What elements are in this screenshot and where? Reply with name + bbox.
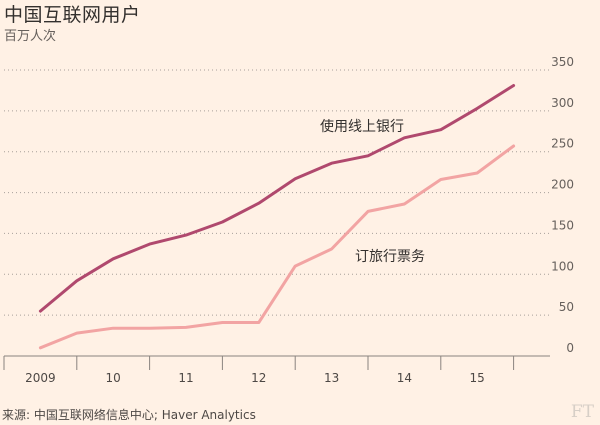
series-label-1: 订旅行票务 [355, 249, 425, 265]
series-line-0 [38, 84, 516, 313]
y-tick-label-300: 300 [551, 96, 574, 110]
series-label-0: 使用线上银行 [320, 118, 404, 135]
y-tick-label-250: 250 [551, 137, 574, 151]
x-tick-label-2009: 2009 [25, 371, 56, 385]
x-tick-label-12: 12 [251, 371, 266, 385]
x-tick-label-14: 14 [397, 371, 412, 385]
y-tick-label-0: 0 [566, 341, 574, 355]
y-tick-label-150: 150 [551, 218, 574, 232]
y-tick-label-350: 350 [551, 55, 574, 69]
y-tick-label-50: 50 [559, 300, 574, 314]
y-axis-labels: 0 50 100 150 200 250 300 350 [551, 55, 574, 355]
series-lines [38, 84, 516, 350]
x-tick-label-10: 10 [106, 371, 121, 385]
chart-subtitle: 百万人次 [4, 29, 57, 44]
chart-title: 中国互联网用户 [4, 4, 141, 26]
y-tick-label-100: 100 [551, 259, 574, 273]
x-tick-label-13: 13 [324, 371, 339, 385]
ft-logo: FT [570, 402, 594, 422]
x-tick-label-15: 15 [470, 371, 485, 385]
x-axis: 2009 10 11 12 13 14 15 [3, 355, 550, 385]
x-tick-label-11: 11 [178, 371, 193, 385]
y-tick-label-200: 200 [551, 178, 574, 192]
series-line-1 [38, 144, 516, 350]
source-note: 来源: 中国互联网络信息中心; Haver Analytics [2, 408, 256, 422]
